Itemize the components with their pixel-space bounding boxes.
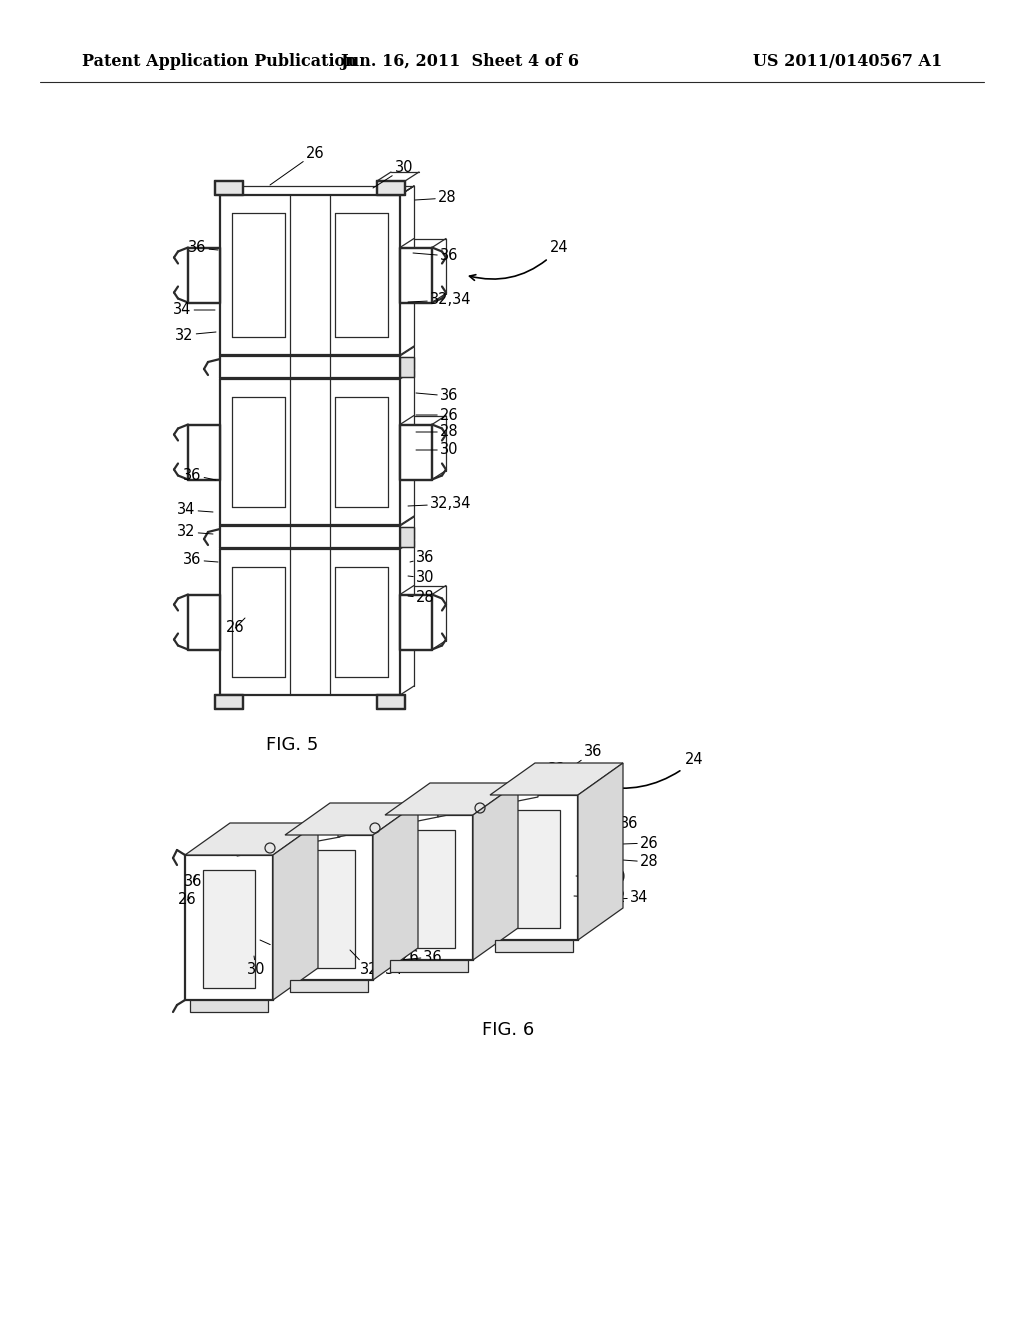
Text: 30: 30 — [575, 870, 627, 886]
Polygon shape — [285, 803, 418, 836]
Polygon shape — [490, 763, 623, 795]
Text: 30: 30 — [373, 161, 414, 187]
Polygon shape — [188, 594, 220, 649]
Polygon shape — [400, 594, 432, 649]
Polygon shape — [373, 803, 418, 979]
Polygon shape — [190, 1001, 268, 1012]
Text: 26: 26 — [226, 618, 245, 635]
Text: 32,34: 32,34 — [408, 496, 471, 511]
Text: 36: 36 — [416, 388, 459, 404]
Text: 34: 34 — [173, 302, 215, 318]
Text: 26: 26 — [270, 145, 325, 185]
Polygon shape — [400, 527, 414, 546]
Polygon shape — [188, 425, 220, 479]
Text: 32,34: 32,34 — [408, 293, 471, 308]
Text: 36: 36 — [184, 874, 203, 890]
Polygon shape — [273, 822, 318, 1001]
Polygon shape — [403, 830, 455, 948]
Polygon shape — [237, 828, 340, 855]
Text: 24: 24 — [599, 752, 703, 789]
Text: 34: 34 — [588, 891, 648, 906]
Polygon shape — [377, 696, 406, 709]
Polygon shape — [400, 356, 414, 378]
Text: 34: 34 — [376, 952, 403, 978]
Text: 36: 36 — [560, 744, 602, 775]
Text: 24: 24 — [469, 240, 568, 280]
Text: 28: 28 — [282, 958, 302, 978]
Polygon shape — [390, 960, 468, 972]
Text: 36: 36 — [183, 467, 216, 483]
Text: 30: 30 — [247, 956, 265, 978]
Text: 28: 28 — [408, 590, 434, 606]
Text: 30: 30 — [416, 442, 459, 458]
Polygon shape — [203, 870, 255, 987]
Text: 32: 32 — [175, 327, 216, 342]
Text: Jun. 16, 2011  Sheet 4 of 6: Jun. 16, 2011 Sheet 4 of 6 — [341, 54, 580, 70]
Polygon shape — [495, 940, 573, 952]
Text: 28: 28 — [416, 425, 459, 440]
Polygon shape — [188, 248, 220, 302]
Text: 28: 28 — [415, 190, 457, 206]
Polygon shape — [237, 818, 353, 847]
Polygon shape — [385, 814, 473, 960]
Text: 32: 32 — [328, 813, 371, 832]
Text: 28: 28 — [596, 854, 658, 870]
Polygon shape — [385, 783, 518, 814]
Text: 32: 32 — [177, 524, 213, 540]
Polygon shape — [400, 425, 432, 479]
Text: 26: 26 — [178, 892, 197, 908]
Polygon shape — [508, 810, 560, 928]
Text: 36: 36 — [188, 240, 218, 256]
Polygon shape — [438, 779, 552, 808]
Text: Patent Application Publication: Patent Application Publication — [82, 54, 356, 70]
Polygon shape — [473, 783, 518, 960]
Polygon shape — [303, 850, 355, 968]
Polygon shape — [285, 836, 373, 979]
Text: 26: 26 — [416, 408, 459, 422]
Polygon shape — [185, 822, 318, 855]
Text: US 2011/0140567 A1: US 2011/0140567 A1 — [753, 54, 942, 70]
Polygon shape — [290, 979, 368, 993]
Text: 36: 36 — [585, 816, 638, 830]
Text: 36: 36 — [260, 940, 292, 957]
Polygon shape — [215, 181, 243, 195]
Polygon shape — [490, 795, 578, 940]
Polygon shape — [338, 808, 438, 837]
Text: 36: 36 — [232, 833, 271, 855]
Polygon shape — [215, 696, 243, 709]
Polygon shape — [438, 788, 538, 817]
Text: 36: 36 — [413, 248, 459, 264]
Text: 32: 32 — [350, 950, 379, 978]
Polygon shape — [578, 763, 623, 940]
Text: 34: 34 — [177, 503, 213, 517]
Polygon shape — [377, 181, 406, 195]
Text: 26 36: 26 36 — [400, 950, 441, 965]
Polygon shape — [400, 248, 432, 302]
Text: 32: 32 — [518, 763, 566, 784]
Text: FIG. 6: FIG. 6 — [482, 1020, 535, 1039]
Polygon shape — [185, 855, 273, 1001]
Polygon shape — [338, 799, 452, 828]
Text: 36: 36 — [183, 553, 218, 568]
Text: 36: 36 — [410, 550, 434, 565]
Text: 26: 26 — [596, 836, 658, 850]
Text: FIG. 5: FIG. 5 — [266, 737, 318, 754]
Text: 30: 30 — [408, 570, 434, 586]
Text: 36: 36 — [432, 791, 470, 810]
Text: 32: 32 — [574, 891, 627, 906]
